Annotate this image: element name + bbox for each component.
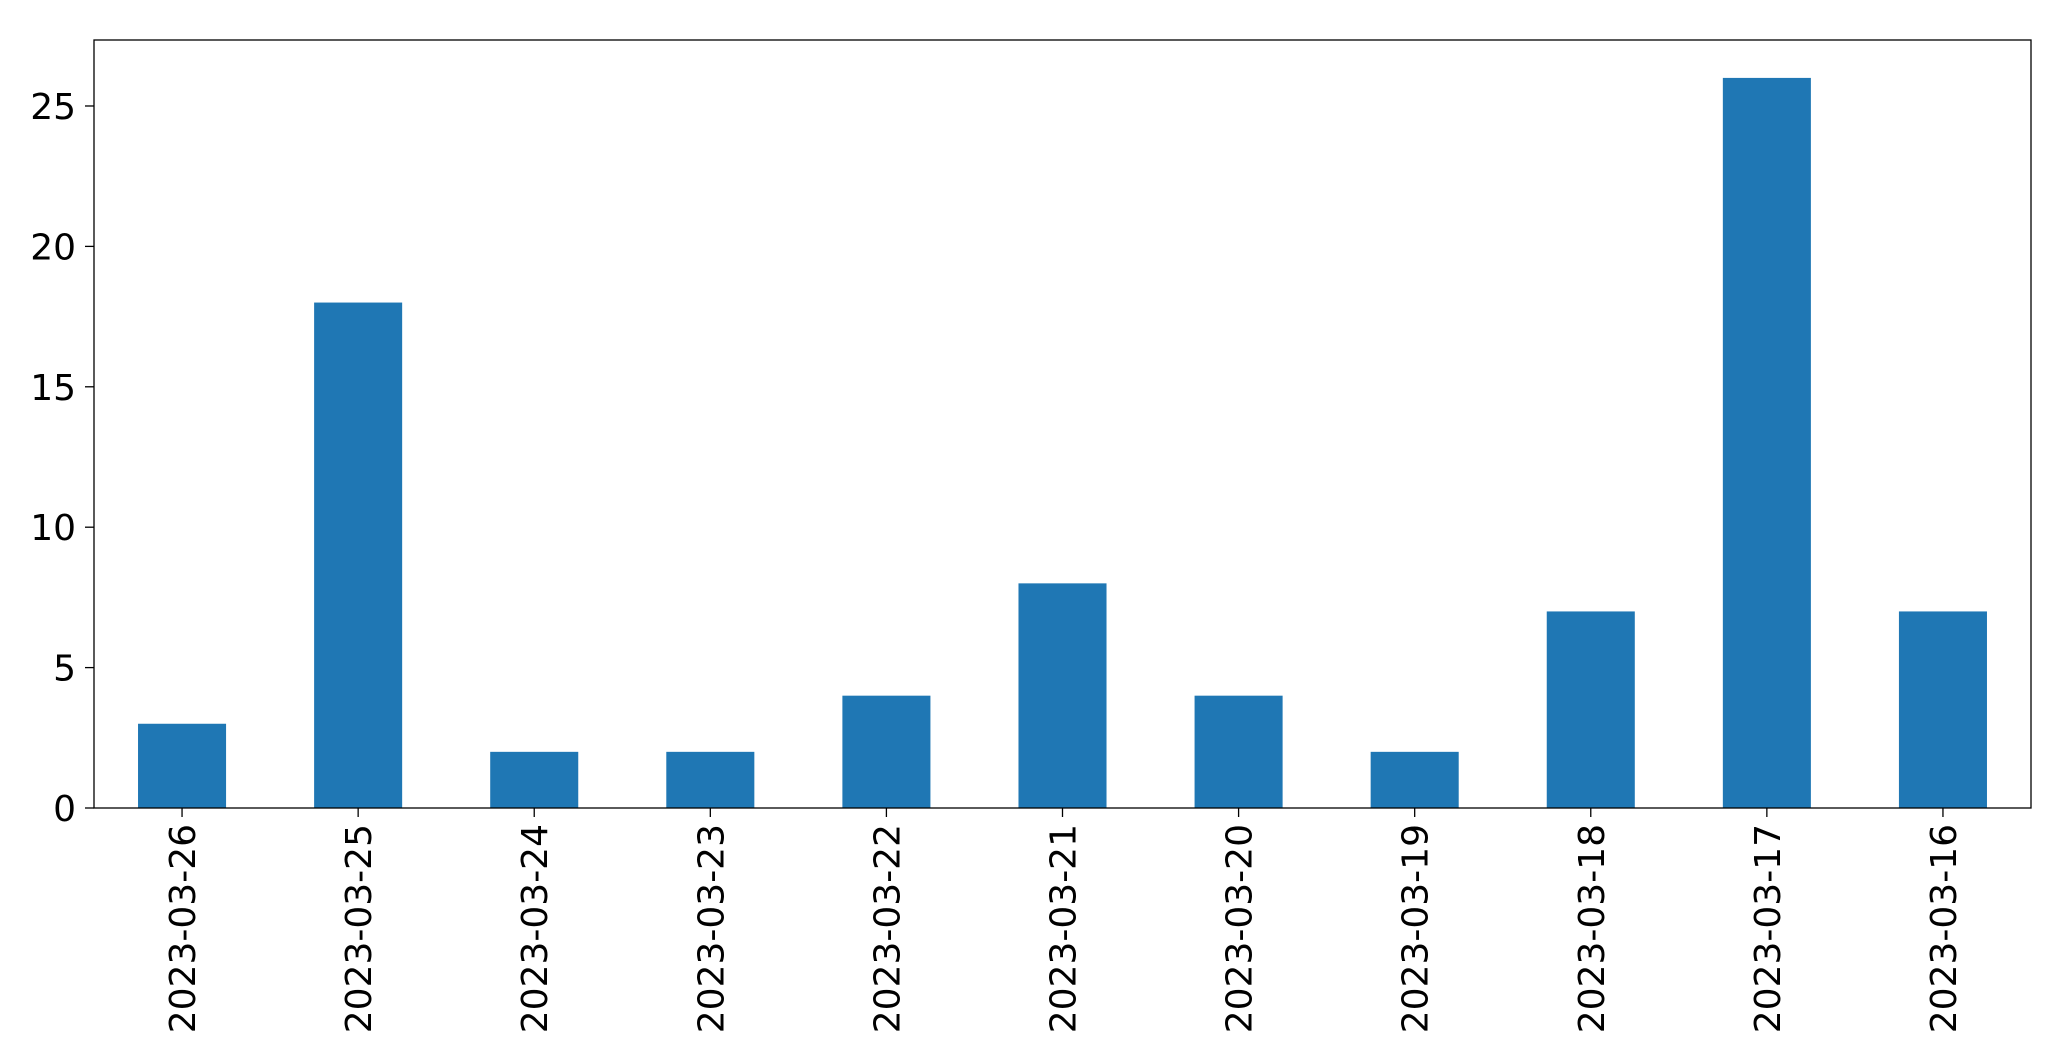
- y-tick-label: 20: [30, 227, 76, 268]
- x-tick-label: 2023-03-23: [691, 824, 732, 1033]
- x-tick-label: 2023-03-25: [339, 824, 380, 1033]
- x-tick-label: 2023-03-17: [1748, 824, 1789, 1033]
- bar: [1898, 611, 1987, 808]
- x-tick-label: 2023-03-20: [1220, 824, 1261, 1033]
- x-tick-label: 2023-03-19: [1396, 824, 1437, 1033]
- y-tick-label: 10: [30, 508, 76, 549]
- x-tick-label: 2023-03-16: [1924, 824, 1965, 1033]
- bar: [1546, 611, 1635, 808]
- y-tick-label: 5: [53, 649, 76, 690]
- bar: [1018, 583, 1107, 808]
- x-tick-label: 2023-03-18: [1572, 824, 1613, 1033]
- x-tick-label: 2023-03-22: [867, 824, 908, 1033]
- bar: [666, 751, 755, 808]
- bar: [1370, 751, 1459, 808]
- bar: [314, 302, 403, 808]
- bar: [490, 751, 579, 808]
- bar: [1722, 77, 1811, 809]
- y-tick-label: 15: [30, 368, 76, 409]
- bar: [842, 695, 931, 808]
- bar: [138, 723, 227, 808]
- x-tick-label: 2023-03-21: [1044, 824, 1085, 1033]
- y-tick-label: 0: [53, 789, 76, 830]
- x-tick-label: 2023-03-24: [515, 824, 556, 1033]
- y-tick-label: 25: [30, 87, 76, 128]
- bar: [1194, 695, 1283, 808]
- plot-frame: [93, 39, 2032, 809]
- x-tick-label: 2023-03-26: [163, 824, 204, 1033]
